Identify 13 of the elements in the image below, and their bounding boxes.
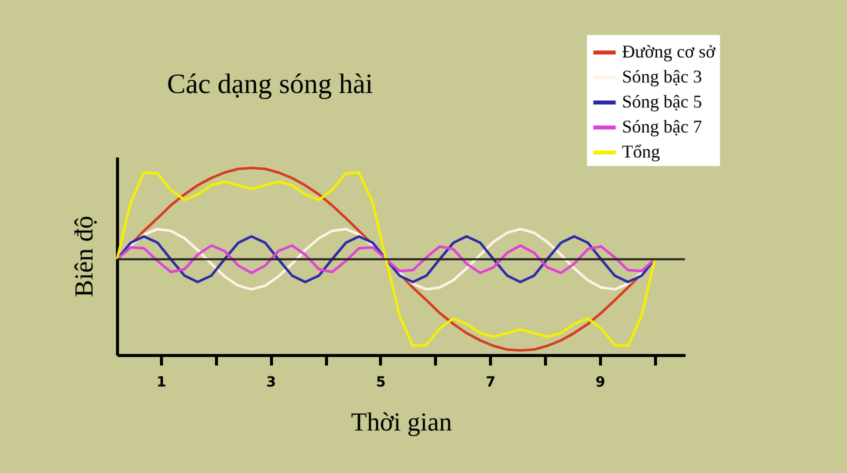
x-axis-title: Thời gian [350, 408, 452, 436]
legend-label: Sóng bậc 3 [622, 66, 702, 86]
legend-label: Sóng bậc 5 [622, 92, 702, 112]
x-tick-label: 1 [156, 374, 166, 390]
x-tick-label: 5 [376, 374, 386, 390]
legend-label: Sóng bậc 7 [622, 116, 702, 136]
x-tick-label: 9 [596, 374, 606, 390]
x-tick-label: 7 [486, 374, 496, 390]
legend-label: Đường cơ sở [622, 42, 716, 62]
legend-label: Tổng [622, 142, 660, 162]
y-axis-title: Biên độ [70, 216, 98, 298]
x-tick-label: 3 [266, 374, 276, 390]
chart-title: Các dạng sóng hài [167, 69, 374, 100]
